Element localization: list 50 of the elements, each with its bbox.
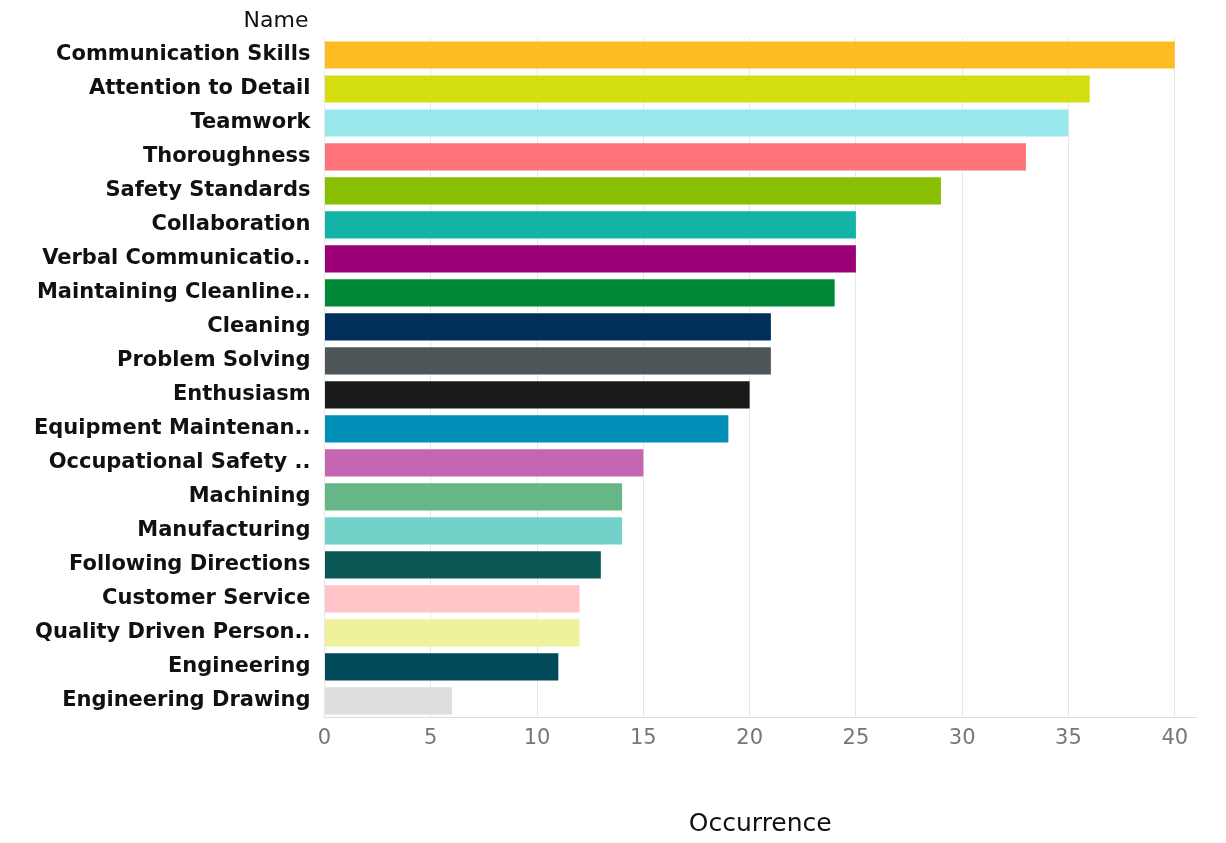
y-tick-label: Following Directions xyxy=(69,551,311,576)
bar xyxy=(325,109,1069,137)
y-tick-label: Collaboration xyxy=(151,211,311,236)
y-tick-label: Equipment Maintenan.. xyxy=(33,415,311,440)
bar xyxy=(325,449,644,477)
x-tick-label: 5 xyxy=(424,724,438,749)
bar xyxy=(325,41,1175,69)
y-tick-label: Verbal Communicatio.. xyxy=(42,245,311,270)
y-tick-label: Problem Solving xyxy=(117,347,311,372)
bar xyxy=(325,279,835,307)
x-tick-label: 10 xyxy=(523,724,551,749)
x-tick-label: 40 xyxy=(1161,724,1189,749)
y-tick-label: Communication Skills xyxy=(56,41,311,66)
bar xyxy=(325,585,580,613)
bar xyxy=(325,177,941,205)
bar xyxy=(325,483,623,511)
bar xyxy=(325,619,580,647)
bar xyxy=(325,551,601,579)
y-axis-title: Name xyxy=(243,6,309,32)
y-tick-label: Quality Driven Person.. xyxy=(35,619,311,644)
x-tick-label: 20 xyxy=(736,724,763,749)
y-tick-label: Engineering Drawing xyxy=(62,687,311,712)
y-tick-label: Cleaning xyxy=(207,313,311,338)
x-axis-title: Occurrence xyxy=(688,807,832,837)
y-tick-label: Thoroughness xyxy=(142,143,311,168)
y-tick-label: Engineering xyxy=(168,653,311,678)
bar xyxy=(325,75,1090,103)
bar xyxy=(325,211,856,239)
y-tick-label: Machining xyxy=(188,483,311,508)
x-tick-label: 15 xyxy=(629,724,657,749)
y-tick-label: Manufacturing xyxy=(137,517,311,542)
bar xyxy=(325,653,559,681)
y-tick-label: Maintaining Cleanline.. xyxy=(36,279,311,304)
x-tick-label: 25 xyxy=(842,724,870,749)
bar xyxy=(325,313,771,341)
bar xyxy=(325,347,771,375)
x-tick-label: 0 xyxy=(317,724,332,749)
bar xyxy=(325,517,623,545)
bar xyxy=(325,143,1026,171)
bar xyxy=(325,245,856,273)
bar xyxy=(325,415,729,443)
y-tick-label: Enthusiasm xyxy=(173,381,311,406)
y-tick-label: Teamwork xyxy=(190,109,312,134)
y-tick-label: Occupational Safety .. xyxy=(48,449,311,474)
y-tick-label: Safety Standards xyxy=(105,177,311,202)
x-tick-label: 35 xyxy=(1055,724,1082,749)
bar xyxy=(325,381,750,409)
y-tick-label: Attention to Detail xyxy=(88,75,311,100)
y-tick-label: Customer Service xyxy=(102,585,311,610)
x-tick-label: 30 xyxy=(948,724,976,749)
